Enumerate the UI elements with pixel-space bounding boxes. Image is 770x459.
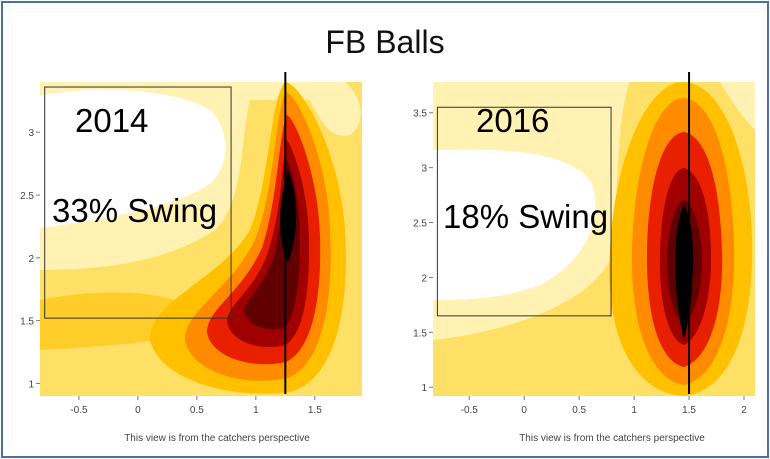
y-tick-label-2014: 2.5 [20,191,34,202]
y-tick-label-2016: 1 [421,383,427,394]
x-tick-label-2014: 0 [135,405,141,416]
x-tick-label-2014: -0.5 [70,405,88,416]
y-tick-label-2014: 1 [28,379,34,390]
strike-zone-2016 [436,106,612,317]
heatmap-2016-axes: -0.5 0 0.5 1 1.5 2 1 1.5 2 2.5 3 3.5 [413,109,747,416]
y-tick-label-2014: 1.5 [20,317,34,328]
x-tick-label-2016: 0 [521,405,527,416]
y-tick-label-2016: 1.5 [413,328,427,339]
y-tick-label-2016: 2 [421,273,427,284]
y-tick-label-2016: 3 [421,164,427,175]
year-label-2014: 2014 [75,102,148,139]
swing-label-2016: 18% Swing [443,198,608,235]
x-tick-label-2014: 0.5 [190,405,204,416]
heatmap-2014-contours [40,82,362,396]
x-tick-label-2016: 0.5 [572,405,586,416]
heatmap-2016-contours [433,82,755,396]
contour-empty [40,89,226,228]
year-label-2016: 2016 [476,102,549,139]
y-tick-label-2014: 3 [28,128,34,139]
y-tick-label-2016: 3.5 [413,109,427,120]
x-tick-label-2014: 1 [253,405,259,416]
strike-zone-2014 [44,86,232,319]
contour-core [280,170,297,262]
contour-empty [433,149,596,300]
footer-2014: This view is from the catchers perspecti… [124,433,310,444]
x-tick-label-2014: 1.5 [308,405,322,416]
x-tick-label-2016: 2 [741,405,747,416]
slide-title: FB Balls [325,24,445,60]
y-tick-label-2014: 2 [28,254,34,265]
x-tick-label-2016: 1.5 [682,405,696,416]
swing-label-2014: 33% Swing [52,192,217,229]
heatmap-2014-axes: -0.5 0 0.5 1 1.5 1 1.5 2 2.5 3 [20,128,322,416]
contour-band-1-corner [720,82,755,130]
x-tick-label-2016: 1 [631,405,637,416]
footer-2016: This view is from the catchers perspecti… [519,433,705,444]
x-tick-label-2016: -0.5 [461,405,479,416]
y-tick-label-2016: 2.5 [413,219,427,230]
